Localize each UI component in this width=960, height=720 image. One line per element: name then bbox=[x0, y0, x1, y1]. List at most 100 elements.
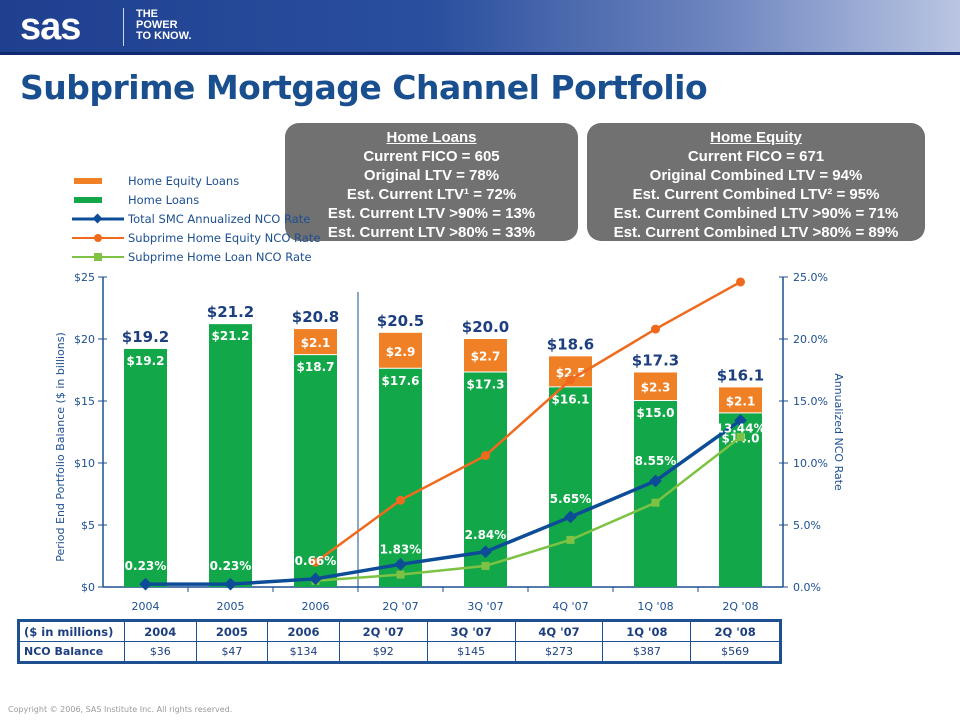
legend-item-total-nco: Total SMC Annualized NCO Rate bbox=[72, 209, 320, 228]
y-tick-label: $20 bbox=[74, 333, 95, 346]
table-row: NCO Balance $36 $47 $134 $92 $145 $273 $… bbox=[18, 641, 781, 663]
box-line: Est. Current Combined LTV >90% = 71% bbox=[613, 205, 899, 222]
legend-line-circle-icon bbox=[72, 233, 124, 242]
bar-total-label: $17.3 bbox=[632, 351, 679, 369]
home-equity-box: Home Equity Current FICO = 671 Original … bbox=[587, 123, 925, 241]
nco-rate-label: 0.23% bbox=[210, 559, 252, 573]
x-tick-label: 2Q '07 bbox=[382, 600, 418, 613]
bar-label-home-equity: $2.7 bbox=[471, 350, 501, 364]
y-tick-label: $25 bbox=[74, 271, 95, 284]
table-cell: $569 bbox=[690, 641, 781, 663]
bar-label-home-equity: $2.1 bbox=[726, 394, 756, 408]
tagline: THE POWER TO KNOW. bbox=[136, 9, 206, 42]
legend-swatch-green-icon bbox=[74, 196, 102, 203]
he-nco-point bbox=[736, 277, 745, 287]
table-cell: 1Q '08 bbox=[602, 620, 692, 642]
tagline-line: TO KNOW. bbox=[136, 30, 192, 42]
box-heading: Home Equity bbox=[710, 129, 802, 146]
bar-total-label: $20.5 bbox=[377, 312, 424, 330]
legend-item-home-equity-loans: Home Equity Loans bbox=[72, 171, 320, 190]
he-nco-point bbox=[566, 375, 575, 385]
bar-label-home-loans: $17.3 bbox=[467, 377, 505, 391]
y2-tick-label: 25.0% bbox=[793, 271, 828, 284]
nco-rate-label: 1.83% bbox=[380, 542, 422, 556]
bar-label-home-loans: $21.2 bbox=[212, 329, 250, 343]
legend-label: Subprime Home Loan NCO Rate bbox=[128, 249, 312, 264]
box-line: Current FICO = 605 bbox=[363, 148, 500, 165]
sas-logo: sas bbox=[20, 6, 81, 48]
hl-nco-point bbox=[396, 570, 405, 579]
he-nco-point bbox=[651, 324, 660, 334]
hl-nco-line bbox=[315, 435, 742, 583]
box-line: Est. Current LTV¹ = 72% bbox=[346, 186, 517, 203]
table-cell: $47 bbox=[195, 641, 269, 663]
copyright-footer: Copyright © 2006, SAS Institute Inc. All… bbox=[8, 705, 233, 714]
box-heading: Home Loans bbox=[386, 129, 477, 146]
box-line: Original Combined LTV = 94% bbox=[649, 167, 863, 184]
box-line: Est. Current LTV >90% = 13% bbox=[327, 205, 536, 222]
bar-label-home-loans: $16.1 bbox=[552, 392, 590, 406]
legend-label: Subprime Home Equity NCO Rate bbox=[128, 230, 321, 245]
table-cell: NCO Balance bbox=[18, 641, 125, 663]
y2-tick-label: 20.0% bbox=[793, 333, 828, 346]
legend-line-diamond-icon bbox=[72, 213, 124, 223]
total-nco-line bbox=[145, 418, 742, 586]
he-nco-point bbox=[396, 495, 405, 505]
x-tick-label: 1Q '08 bbox=[637, 600, 673, 613]
bar-home-equity bbox=[464, 339, 507, 372]
chart-legend: Home Equity Loans Home Loans Total SMC A… bbox=[72, 171, 320, 266]
x-tick-label: 4Q '07 bbox=[552, 600, 588, 613]
nco-rate-label: 0.66% bbox=[295, 554, 337, 568]
x-tick-label: 2004 bbox=[132, 600, 160, 613]
table-cell: 2006 bbox=[267, 620, 340, 642]
bar-home-loans bbox=[124, 348, 167, 587]
bar-label-home-loans: $18.7 bbox=[297, 360, 335, 374]
he-nco-line bbox=[314, 280, 742, 564]
home-loans-box: Home Loans Current FICO = 605 Original L… bbox=[285, 123, 578, 241]
table-cell: 3Q '07 bbox=[426, 620, 516, 642]
table-cell: $92 bbox=[338, 641, 428, 663]
he-nco-point bbox=[481, 451, 490, 461]
box-line: Est. Current Combined LTV >80% = 89% bbox=[613, 224, 899, 241]
box-line: Current FICO = 671 bbox=[687, 148, 825, 165]
y2-tick-label: 5.0% bbox=[793, 519, 821, 532]
nco-rate-label: 8.55% bbox=[635, 454, 677, 468]
bar-home-loans bbox=[294, 355, 337, 587]
table-cell: ($ in millions) bbox=[18, 620, 125, 642]
bar-home-loans bbox=[209, 324, 252, 587]
legend-label: Home Equity Loans bbox=[128, 173, 240, 188]
table-cell: 2004 bbox=[124, 620, 197, 642]
legend-label: Total SMC Annualized NCO Rate bbox=[128, 211, 311, 226]
tagline-line: POWER bbox=[136, 19, 178, 31]
table-cell: $145 bbox=[426, 641, 516, 663]
y2-tick-label: 15.0% bbox=[793, 395, 828, 408]
table-cell: $36 bbox=[124, 641, 197, 663]
nco-rate-label: 2.84% bbox=[465, 528, 507, 542]
box-line: Est. Current LTV >80% = 33% bbox=[327, 224, 536, 241]
nco-rate-label: 13.44% bbox=[716, 421, 766, 435]
y2-tick-label: 10.0% bbox=[793, 457, 828, 470]
hl-nco-point bbox=[481, 561, 490, 570]
legend-label: Home Loans bbox=[128, 192, 200, 207]
x-tick-label: 3Q '07 bbox=[467, 600, 503, 613]
nco-rate-label: 5.65% bbox=[550, 492, 592, 506]
bar-total-label: $18.6 bbox=[547, 335, 594, 353]
bar-label-home-loans: $17.6 bbox=[382, 374, 420, 388]
x-tick-label: 2005 bbox=[217, 600, 245, 613]
header-banner: sas THE POWER TO KNOW. bbox=[0, 0, 960, 55]
nco-balance-table: ($ in millions) 2004 2005 2006 2Q '07 3Q… bbox=[17, 619, 782, 664]
y-tick-label: $15 bbox=[74, 395, 95, 408]
bar-label-home-equity: $2.3 bbox=[641, 381, 671, 395]
legend-item-he-nco: Subprime Home Equity NCO Rate bbox=[72, 228, 320, 247]
y-tick-label: $10 bbox=[74, 457, 95, 470]
legend-swatch-orange-icon bbox=[74, 177, 102, 184]
y2-tick-label: 0.0% bbox=[793, 581, 821, 594]
table-cell: $134 bbox=[267, 641, 340, 663]
he-nco-point bbox=[311, 557, 320, 567]
legend-line-square-icon bbox=[72, 252, 124, 261]
y-tick-label: $5 bbox=[81, 519, 95, 532]
bar-label-home-equity: $2.9 bbox=[386, 345, 416, 359]
logo-divider bbox=[123, 8, 124, 46]
bar-home-loans bbox=[634, 401, 677, 587]
